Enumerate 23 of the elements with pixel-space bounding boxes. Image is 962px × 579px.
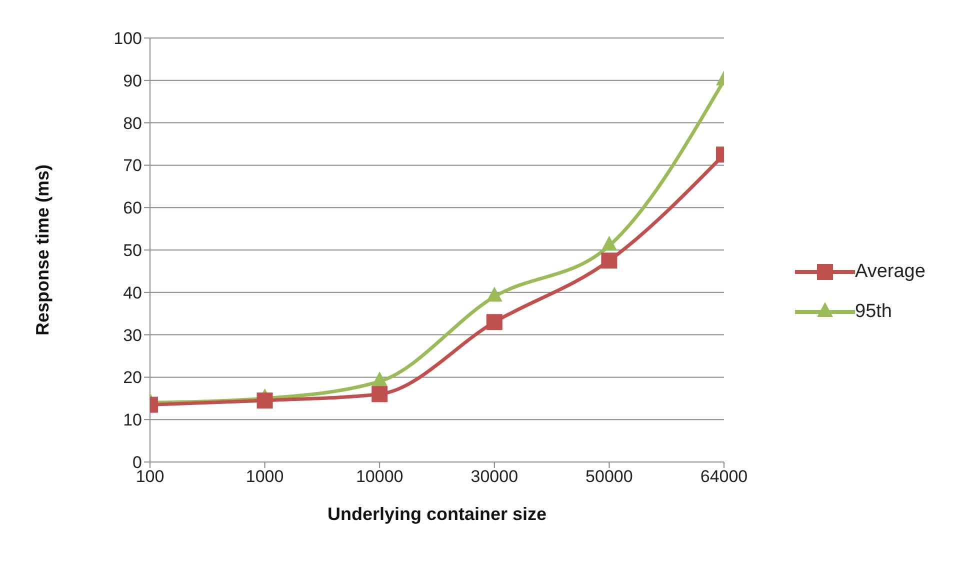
x-tick-label: 30000	[470, 467, 518, 486]
legend-label: Average	[855, 261, 926, 283]
y-tick-label: 70	[123, 156, 142, 176]
x-tick-label: 50000	[586, 467, 633, 486]
y-tick-label: 30	[123, 326, 142, 345]
y-tick-label: 90	[123, 71, 142, 90]
y-tick-label: 40	[123, 283, 142, 302]
point	[601, 252, 618, 269]
y-axis-title: Response time (ms)	[32, 164, 52, 336]
x-tick-label: 100	[136, 467, 164, 486]
y-tick-label: 50	[123, 241, 142, 260]
point	[372, 386, 388, 402]
y-tick-label: 60	[123, 198, 142, 218]
y-tick-label: 20	[123, 368, 142, 388]
y-tick-label: 80	[123, 114, 142, 133]
point	[486, 314, 502, 330]
x-tick-label: 64000	[700, 467, 748, 486]
legend-label: 95th	[855, 301, 892, 323]
x-axis-title: Underlying container size	[327, 504, 547, 524]
x-tick-label: 10000	[356, 467, 404, 486]
y-tick-label: 100	[114, 29, 142, 48]
x-tick-label: 1000	[246, 467, 284, 486]
y-tick-label: 10	[123, 410, 142, 430]
